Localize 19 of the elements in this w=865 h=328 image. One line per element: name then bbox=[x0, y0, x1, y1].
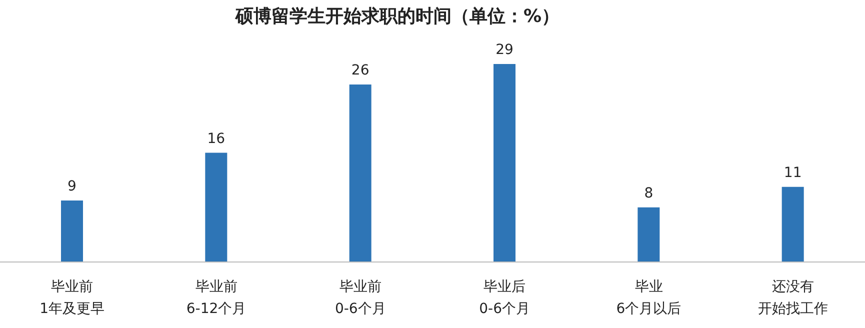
data-label: 16 bbox=[207, 130, 226, 147]
x-tick-label: 毕业后 0-6个月 bbox=[478, 278, 532, 319]
x-tick-label: 毕业前 6-12个月 bbox=[185, 278, 248, 319]
data-label: 11 bbox=[784, 164, 802, 181]
bar bbox=[205, 152, 228, 262]
chart-title: 硕博留学生开始求职的时间（单位：%） bbox=[234, 5, 561, 29]
data-label: 29 bbox=[496, 42, 514, 58]
data-label: 8 bbox=[644, 185, 654, 202]
data-label: 26 bbox=[351, 62, 370, 78]
bar bbox=[349, 84, 372, 262]
x-tick-label: 毕业前 1年及更早 bbox=[38, 278, 106, 319]
data-label: 9 bbox=[68, 178, 76, 195]
x-tick-label: 毕业前 0-6个月 bbox=[334, 278, 387, 319]
bar bbox=[494, 64, 516, 262]
bar bbox=[61, 200, 83, 262]
x-tick-label: 还没有开始找工作 bbox=[756, 278, 829, 319]
bar bbox=[782, 186, 804, 262]
bar bbox=[638, 207, 660, 262]
x-tick-label: 毕业 6个月以后 bbox=[615, 278, 682, 319]
